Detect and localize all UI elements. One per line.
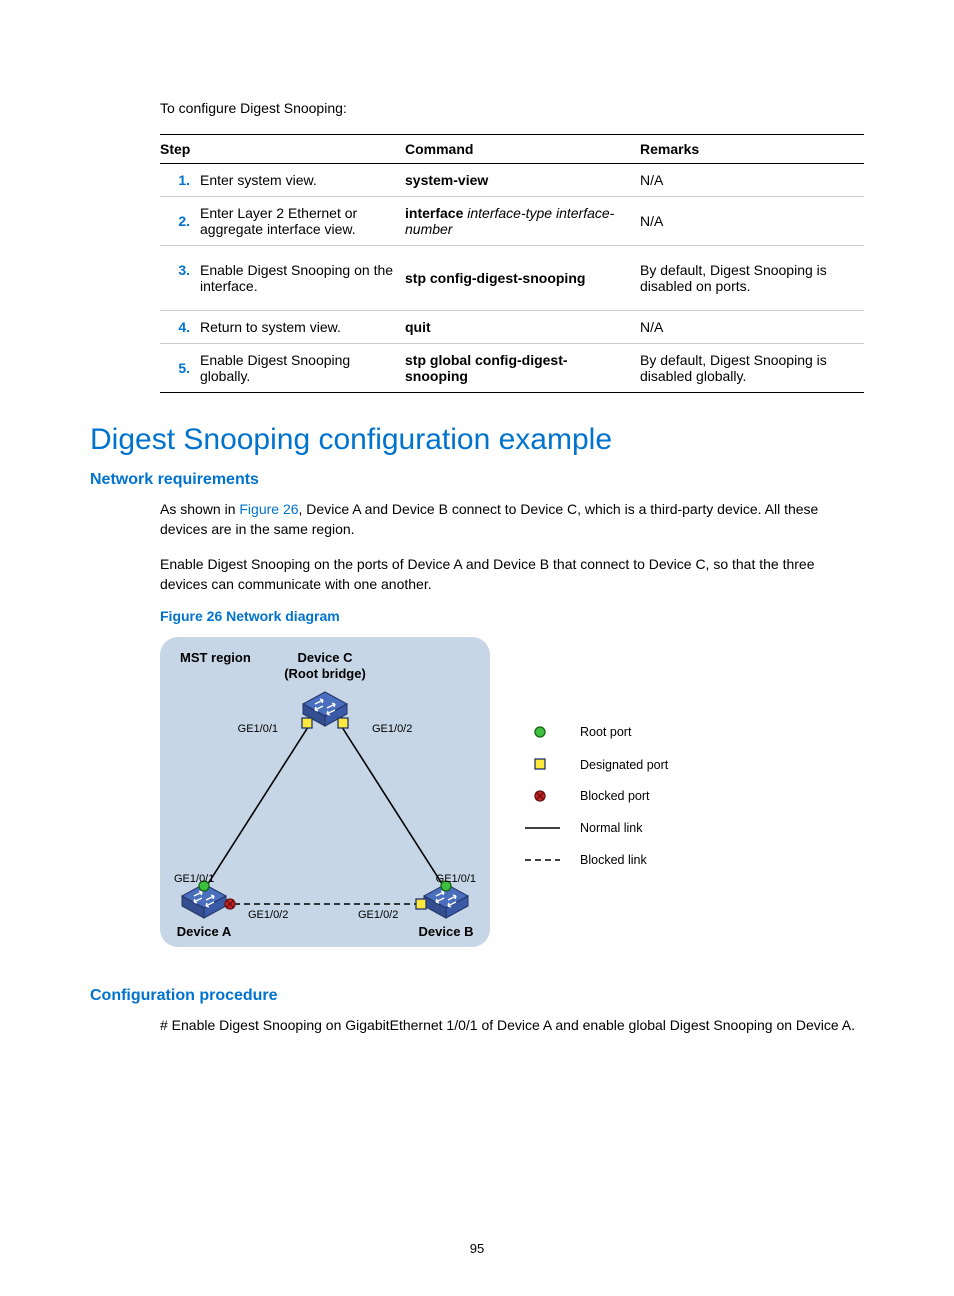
body-text: As shown in Figure 26, Device A and Devi… <box>160 499 864 540</box>
port-label: GE1/0/1 <box>174 873 214 885</box>
step-text: Return to system view. <box>200 311 405 344</box>
port-designated-icon <box>338 718 348 728</box>
step-remark: By default, Digest Snooping is disabled … <box>640 246 864 311</box>
step-remark: By default, Digest Snooping is disabled … <box>640 344 864 393</box>
figure-wrapper: MST region Device C (Root bridge) GE1/0/… <box>160 632 864 957</box>
figure-caption: Figure 26 Network diagram <box>160 608 864 624</box>
table-header-row: Step Command Remarks <box>160 135 864 164</box>
step-command: stp config-digest-snooping <box>405 246 640 311</box>
step-text: Enter system view. <box>200 164 405 197</box>
legend-label: Root port <box>580 725 632 739</box>
step-remark: N/A <box>640 197 864 246</box>
legend-label: Normal link <box>580 821 643 835</box>
step-command: stp global config-digest-snooping <box>405 344 640 393</box>
table-row: 3. Enable Digest Snooping on the interfa… <box>160 246 864 311</box>
th-remarks: Remarks <box>640 135 864 164</box>
section-heading: Digest Snooping configuration example <box>90 423 864 457</box>
cmd-bold: stp global config-digest-snooping <box>405 352 568 384</box>
cmd-bold: quit <box>405 319 431 335</box>
config-table: Step Command Remarks 1. Enter system vie… <box>160 134 864 393</box>
port-label: GE1/0/1 <box>238 723 278 735</box>
page: To configure Digest Snooping: Step Comma… <box>0 0 954 1296</box>
network-diagram: MST region Device C (Root bridge) GE1/0/… <box>160 632 720 952</box>
port-label: GE1/0/2 <box>372 723 412 735</box>
cmd-bold: stp config-digest-snooping <box>405 270 585 286</box>
step-command: system-view <box>405 164 640 197</box>
port-label: GE1/0/1 <box>436 873 476 885</box>
legend-label: Blocked link <box>580 853 647 867</box>
legend-designated-icon <box>535 759 545 769</box>
body-text: Enable Digest Snooping on the ports of D… <box>160 554 864 595</box>
text-span: As shown in <box>160 501 239 517</box>
device-a-label: Device A <box>177 924 232 939</box>
mst-region-label: MST region <box>180 650 251 665</box>
th-command: Command <box>405 135 640 164</box>
cmd-bold: system-view <box>405 172 488 188</box>
legend-label: Designated port <box>580 758 669 772</box>
step-text: Enter Layer 2 Ethernet or aggregate inte… <box>200 197 405 246</box>
legend: Root port Designated port Blocked port N… <box>525 725 669 867</box>
step-text: Enable Digest Snooping globally. <box>200 344 405 393</box>
th-step: Step <box>160 135 405 164</box>
step-remark: N/A <box>640 164 864 197</box>
step-number: 1. <box>160 164 200 197</box>
port-label: GE1/0/2 <box>358 909 398 921</box>
legend-root-icon <box>535 727 545 737</box>
step-number: 3. <box>160 246 200 311</box>
port-designated-icon <box>302 718 312 728</box>
device-b-label: Device B <box>419 924 474 939</box>
table-row: 4. Return to system view. quit N/A <box>160 311 864 344</box>
port-label: GE1/0/2 <box>248 909 288 921</box>
step-remark: N/A <box>640 311 864 344</box>
page-number: 95 <box>0 1241 954 1256</box>
step-number: 2. <box>160 197 200 246</box>
device-c-label: Device C <box>298 650 354 665</box>
figure-link[interactable]: Figure 26 <box>239 501 298 517</box>
legend-label: Blocked port <box>580 789 650 803</box>
step-number: 4. <box>160 311 200 344</box>
step-command: quit <box>405 311 640 344</box>
table-row: 1. Enter system view. system-view N/A <box>160 164 864 197</box>
step-command: interface interface-type interface-numbe… <box>405 197 640 246</box>
subheading-procedure: Configuration procedure <box>90 987 864 1005</box>
table-row: 2. Enter Layer 2 Ethernet or aggregate i… <box>160 197 864 246</box>
port-designated-icon <box>416 899 426 909</box>
step-text: Enable Digest Snooping on the interface. <box>200 246 405 311</box>
body-text: # Enable Digest Snooping on GigabitEther… <box>160 1015 864 1035</box>
subheading-requirements: Network requirements <box>90 471 864 489</box>
table-row: 5. Enable Digest Snooping globally. stp … <box>160 344 864 393</box>
cmd-bold: interface <box>405 205 463 221</box>
intro-text: To configure Digest Snooping: <box>160 100 864 116</box>
device-c-sublabel: (Root bridge) <box>284 666 366 681</box>
step-number: 5. <box>160 344 200 393</box>
